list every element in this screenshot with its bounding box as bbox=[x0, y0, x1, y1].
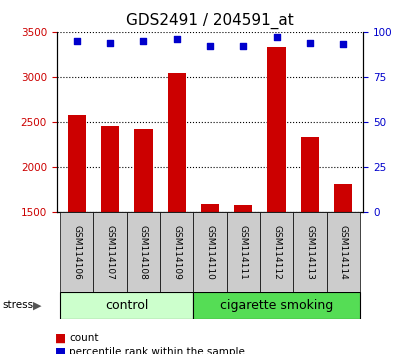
FancyBboxPatch shape bbox=[327, 212, 360, 292]
Text: GSM114110: GSM114110 bbox=[205, 225, 215, 280]
Point bbox=[273, 34, 280, 40]
FancyBboxPatch shape bbox=[93, 212, 127, 292]
Text: control: control bbox=[105, 299, 148, 312]
Text: GDS2491 / 204591_at: GDS2491 / 204591_at bbox=[126, 12, 294, 29]
Text: ■: ■ bbox=[55, 346, 66, 354]
Text: GSM114109: GSM114109 bbox=[172, 225, 181, 280]
Point bbox=[307, 40, 313, 46]
Point bbox=[207, 44, 213, 49]
Text: GSM114106: GSM114106 bbox=[72, 225, 81, 280]
FancyBboxPatch shape bbox=[127, 212, 160, 292]
FancyBboxPatch shape bbox=[260, 212, 293, 292]
FancyBboxPatch shape bbox=[60, 212, 93, 292]
Text: GSM114108: GSM114108 bbox=[139, 225, 148, 280]
Text: stress: stress bbox=[2, 300, 33, 310]
FancyBboxPatch shape bbox=[160, 212, 193, 292]
Bar bbox=[234, 205, 252, 348]
Bar bbox=[134, 129, 152, 348]
Bar bbox=[68, 115, 86, 348]
FancyBboxPatch shape bbox=[193, 292, 360, 319]
Bar bbox=[101, 126, 119, 348]
Text: ▶: ▶ bbox=[33, 300, 41, 310]
Text: GSM114113: GSM114113 bbox=[305, 225, 315, 280]
Point bbox=[173, 36, 180, 42]
Text: GSM114114: GSM114114 bbox=[339, 225, 348, 280]
Text: count: count bbox=[69, 333, 99, 343]
Bar bbox=[201, 204, 219, 348]
Text: cigarette smoking: cigarette smoking bbox=[220, 299, 333, 312]
Text: GSM114107: GSM114107 bbox=[105, 225, 115, 280]
Bar bbox=[334, 183, 352, 348]
FancyBboxPatch shape bbox=[60, 292, 193, 319]
Bar bbox=[268, 47, 286, 348]
Point bbox=[107, 40, 113, 46]
FancyBboxPatch shape bbox=[193, 212, 227, 292]
Point bbox=[140, 38, 147, 44]
FancyBboxPatch shape bbox=[227, 212, 260, 292]
Point bbox=[340, 42, 346, 47]
Text: percentile rank within the sample: percentile rank within the sample bbox=[69, 347, 245, 354]
Text: GSM114111: GSM114111 bbox=[239, 225, 248, 280]
FancyBboxPatch shape bbox=[293, 212, 327, 292]
Text: ■: ■ bbox=[55, 332, 66, 344]
Bar bbox=[301, 137, 319, 348]
Text: GSM114112: GSM114112 bbox=[272, 225, 281, 280]
Point bbox=[240, 44, 247, 49]
Point bbox=[74, 38, 80, 44]
Bar bbox=[168, 73, 186, 348]
